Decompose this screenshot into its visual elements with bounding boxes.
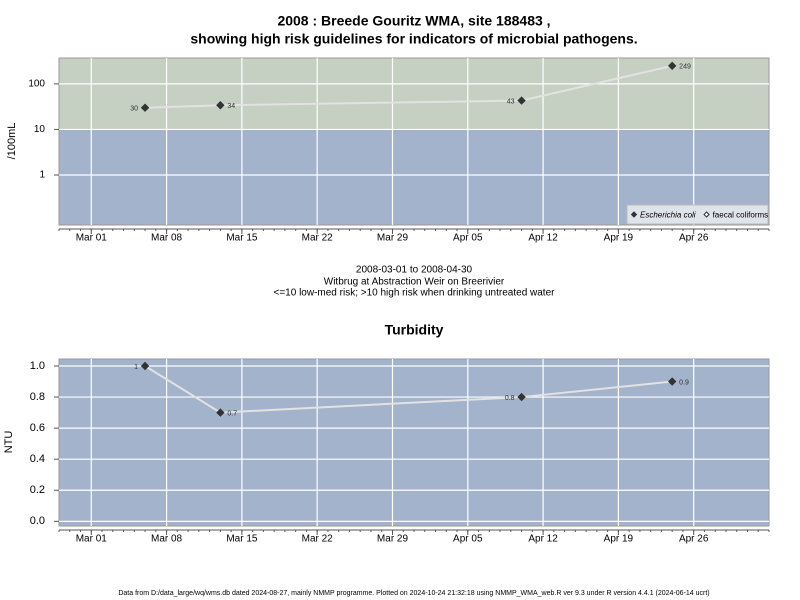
x-tick-label: Apr 26 [679, 534, 709, 545]
series-line [144, 365, 673, 414]
data-label: 0.8 [505, 395, 515, 402]
footer: Data from D:/data_large/wq/wms.db dated … [118, 590, 709, 597]
y-tick-label: 0.0 [30, 515, 45, 527]
plot-background [59, 359, 769, 526]
data-label: 249 [679, 64, 691, 71]
x-tick-label: Mar 08 [151, 534, 183, 545]
x-tick-label: Apr 19 [604, 233, 634, 244]
legend-box [626, 204, 769, 225]
y-tick-label: 10 [34, 124, 46, 135]
legend-label: Escherichia coli [640, 211, 696, 220]
chart-title: Turbidity [385, 322, 444, 338]
data-point [216, 101, 225, 110]
y-tick-label: 1 [39, 170, 45, 181]
x-tick-label: Mar 15 [226, 233, 258, 244]
caption: 2008-03-01 to 2008-04-30 [356, 265, 473, 276]
x-tick-label: Mar 29 [377, 233, 409, 244]
y-tick-label: 100 [28, 79, 45, 90]
caption: Witbrug at Abstraction Weir on Breerivie… [324, 277, 505, 288]
y-tick-label: 0.2 [30, 484, 45, 496]
data-point [667, 61, 677, 71]
y-tick-label: 0.4 [30, 453, 45, 465]
x-tick-label: Apr 05 [453, 534, 483, 545]
data-point [216, 408, 225, 417]
series-line [145, 64, 673, 109]
data-label: 43 [507, 98, 515, 105]
x-tick-label: Mar 08 [151, 233, 183, 244]
data-point [140, 361, 150, 371]
y-tick-label: 0.6 [30, 422, 45, 434]
x-tick-label: Apr 05 [453, 233, 483, 244]
x-tick-label: Apr 26 [679, 233, 709, 244]
data-label: 0.7 [227, 410, 237, 417]
data-point [517, 96, 526, 105]
data-label: 34 [227, 103, 235, 110]
chart-title: showing high risk guidelines for indicat… [190, 31, 637, 47]
x-tick-label: Mar 22 [302, 534, 334, 545]
y-axis-label: /100mL [6, 123, 18, 160]
data-point [140, 103, 150, 112]
legend-symbol [703, 211, 710, 218]
data-point [517, 392, 526, 402]
chart-title: 2008 : Breede Gouritz WMA, site 188483 , [277, 13, 550, 29]
caption: <=10 low-med risk; >10 high risk when dr… [274, 288, 556, 299]
plot-border [58, 57, 770, 226]
x-tick-label: Mar 01 [76, 233, 108, 244]
plot-border [58, 358, 770, 527]
y-tick-label: 0.8 [30, 391, 45, 403]
data-label: 0.9 [679, 379, 689, 386]
x-tick-label: Apr 12 [528, 233, 558, 244]
data-label: 30 [130, 106, 138, 113]
data-label: 1 [134, 364, 138, 371]
legend-symbol [630, 211, 638, 218]
data-point [667, 377, 677, 386]
x-tick-label: Mar 15 [226, 534, 258, 545]
x-tick-label: Mar 29 [377, 534, 409, 545]
y-tick-label: 1.0 [30, 360, 45, 372]
legend-label: faecal coliforms [713, 211, 769, 220]
x-tick-label: Mar 01 [76, 534, 108, 545]
x-tick-label: Mar 22 [302, 233, 334, 244]
y-axis-label: NTU [3, 431, 15, 454]
x-tick-label: Apr 12 [528, 534, 558, 545]
x-tick-label: Apr 19 [604, 534, 634, 545]
